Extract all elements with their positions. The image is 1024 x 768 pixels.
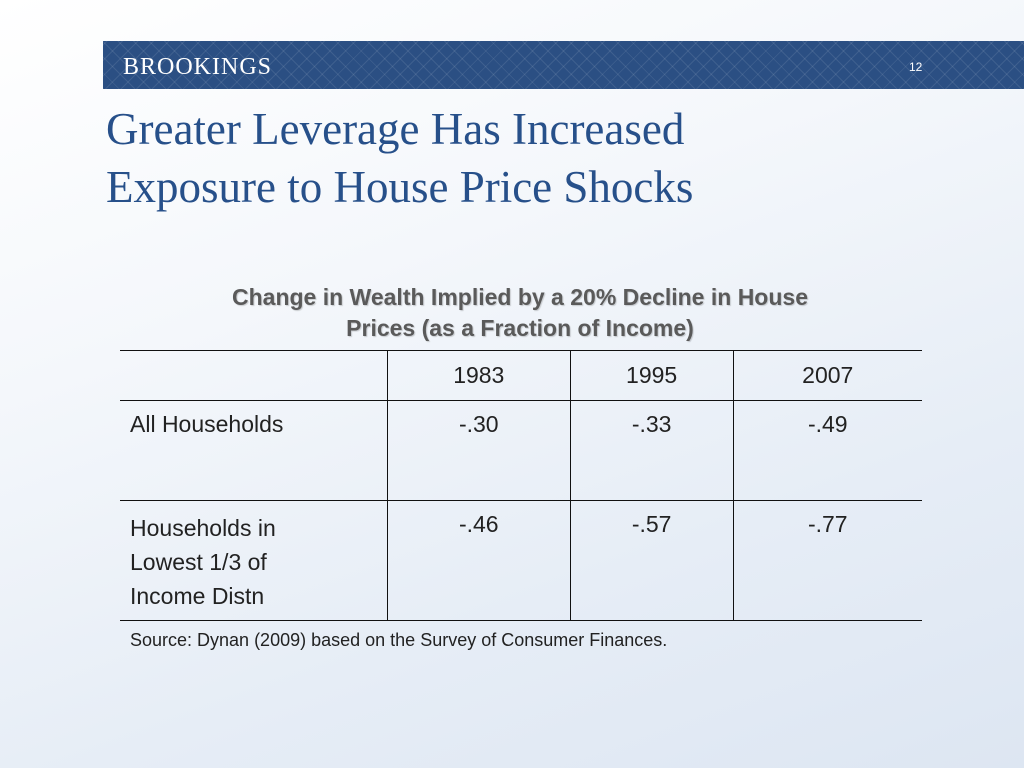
table-header-year: 1995 bbox=[569, 350, 734, 401]
header-bar: BROOKINGS 12 bbox=[103, 41, 1024, 89]
table-title-line-1: Change in Wealth Implied by a 20% Declin… bbox=[232, 284, 808, 310]
table-cell: -.30 bbox=[386, 400, 571, 501]
table-header-year: 1983 bbox=[386, 350, 571, 401]
table-row: All Households -.30 -.33 -.49 bbox=[120, 400, 922, 501]
table-header-row: 1983 1995 2007 bbox=[120, 350, 922, 401]
row-label-line: Income Distn bbox=[130, 583, 265, 609]
row-label-line: All Households bbox=[130, 411, 284, 437]
table-cell: -.77 bbox=[732, 500, 922, 621]
table-header-year: 2007 bbox=[732, 350, 922, 401]
table-title-line-2: Prices (as a Fraction of Income) bbox=[346, 315, 694, 341]
table-title: Change in Wealth Implied by a 20% Declin… bbox=[120, 282, 920, 344]
brookings-logo: BROOKINGS bbox=[123, 54, 273, 80]
table-cell: -.33 bbox=[569, 400, 734, 501]
row-label: Households in Lowest 1/3 of Income Distn bbox=[120, 500, 388, 621]
source-note: Source: Dynan (2009) based on the Survey… bbox=[130, 630, 668, 650]
slide-title-line-2: Exposure to House Price Shocks bbox=[106, 162, 694, 212]
slide-number: 12 bbox=[909, 60, 923, 74]
data-table: 1983 1995 2007 All Households -.30 -.33 … bbox=[120, 350, 922, 621]
slide-title-line-1: Greater Leverage Has Increased bbox=[106, 104, 685, 154]
table-header-empty bbox=[120, 350, 388, 401]
slide-title: Greater Leverage Has Increased Exposure … bbox=[106, 100, 966, 216]
table-cell: -.46 bbox=[386, 500, 571, 621]
table-row: Households in Lowest 1/3 of Income Distn… bbox=[120, 500, 922, 621]
row-label-line: Households in bbox=[130, 515, 276, 541]
row-label-line: Lowest 1/3 of bbox=[130, 549, 267, 575]
table-cell: -.49 bbox=[732, 400, 922, 501]
row-label: All Households bbox=[120, 400, 388, 501]
table-cell: -.57 bbox=[569, 500, 734, 621]
